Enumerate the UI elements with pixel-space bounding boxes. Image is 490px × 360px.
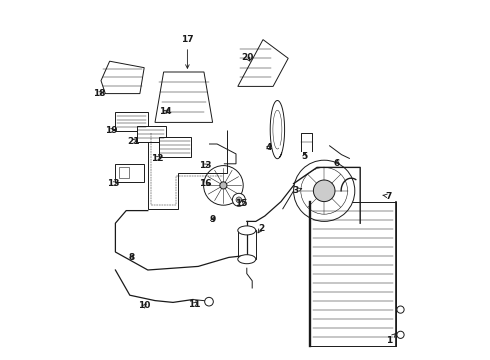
Text: 15: 15 — [235, 199, 247, 208]
Polygon shape — [101, 61, 144, 94]
Text: 10: 10 — [138, 302, 150, 310]
Text: 9: 9 — [209, 215, 216, 224]
Text: 3: 3 — [292, 186, 302, 195]
Text: 19: 19 — [105, 126, 118, 135]
Text: 13: 13 — [199, 161, 212, 170]
Circle shape — [205, 297, 213, 306]
Text: 20: 20 — [242, 53, 254, 62]
Bar — [137, 126, 166, 142]
Ellipse shape — [238, 255, 256, 264]
Circle shape — [397, 306, 404, 313]
Text: 5: 5 — [301, 152, 308, 161]
Circle shape — [397, 331, 404, 338]
Text: 11: 11 — [188, 300, 201, 309]
Circle shape — [220, 182, 227, 189]
Circle shape — [236, 197, 242, 203]
Bar — [159, 137, 191, 157]
Polygon shape — [155, 72, 213, 122]
Bar — [310, 202, 396, 346]
Text: 18: 18 — [93, 89, 105, 98]
Circle shape — [314, 180, 335, 202]
Text: 16: 16 — [199, 179, 212, 188]
Text: 6: 6 — [334, 159, 340, 168]
Text: 13: 13 — [107, 179, 120, 188]
Text: 8: 8 — [128, 253, 135, 262]
Bar — [116, 112, 148, 131]
Text: 1: 1 — [386, 334, 395, 345]
Text: 7: 7 — [383, 192, 392, 201]
Circle shape — [294, 160, 355, 221]
Text: 17: 17 — [181, 35, 194, 68]
Circle shape — [204, 166, 243, 205]
Bar — [238, 230, 256, 259]
Polygon shape — [238, 40, 288, 86]
Text: 21: 21 — [127, 136, 140, 145]
Text: 2: 2 — [258, 224, 264, 233]
Polygon shape — [116, 164, 144, 182]
Circle shape — [232, 193, 245, 206]
Ellipse shape — [238, 226, 256, 235]
Text: 4: 4 — [265, 143, 271, 152]
Text: 14: 14 — [159, 107, 172, 116]
Bar — [119, 167, 129, 178]
Text: 12: 12 — [150, 154, 163, 163]
